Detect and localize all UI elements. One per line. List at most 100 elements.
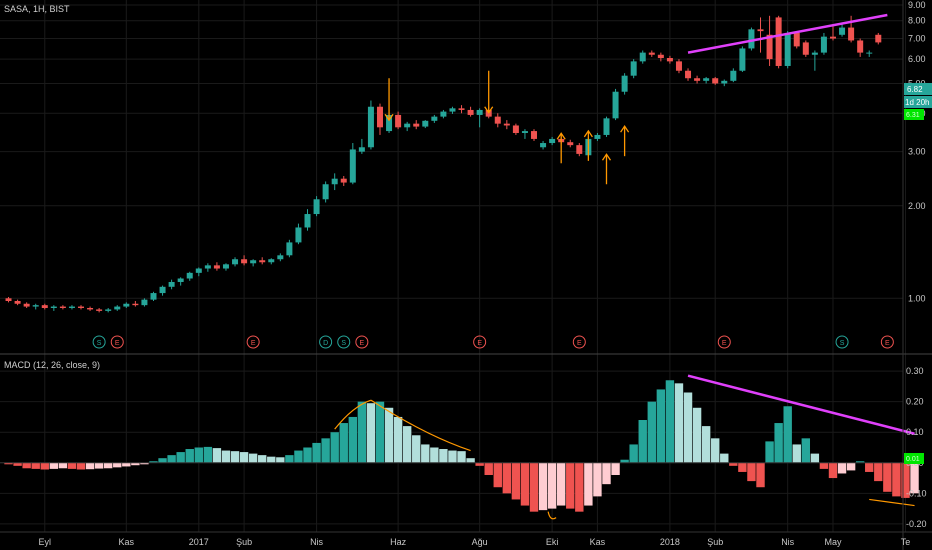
- candle-body: [594, 134, 601, 139]
- candle-body: [78, 306, 85, 308]
- candle-body: [250, 260, 257, 264]
- tail-line: [869, 498, 915, 507]
- candle-body: [14, 301, 21, 304]
- macd-last-bg: [904, 453, 924, 464]
- candle-body: [195, 268, 202, 273]
- macd-bar: [765, 441, 774, 463]
- candle-body: [241, 259, 248, 264]
- candle-body: [811, 52, 818, 55]
- macd-bar: [892, 462, 901, 497]
- split-marker-label: S: [341, 340, 346, 347]
- candle-body: [304, 214, 311, 228]
- candle-body: [68, 306, 75, 308]
- macd-bar: [194, 447, 203, 463]
- macd-bar: [810, 453, 820, 463]
- countdown-label: 1d 20h: [904, 96, 932, 108]
- candle-body: [168, 281, 175, 287]
- macd-bar: [221, 450, 231, 463]
- price-tick-label: 3.00: [908, 147, 926, 157]
- macd-bar: [85, 462, 95, 470]
- price-tick-label: 8.00: [908, 16, 926, 26]
- macd-bar: [312, 442, 321, 463]
- last-price-text: 6.82: [907, 85, 923, 94]
- candle-body: [703, 78, 710, 81]
- macd-tick-label: 0.10: [906, 427, 924, 437]
- candle-body: [376, 106, 383, 128]
- macd-bar: [738, 462, 747, 472]
- macd-bar: [366, 403, 376, 463]
- macd-bar: [883, 462, 892, 492]
- up-arrow-head: [601, 153, 612, 161]
- candle-body: [268, 259, 275, 263]
- macd-bar: [683, 392, 693, 463]
- candle-body: [503, 123, 510, 126]
- macd-tick-label: 0.30: [906, 366, 924, 376]
- macd-histogram: [0, 380, 919, 512]
- macd-bar: [67, 462, 77, 469]
- third-price-bg: [904, 109, 924, 120]
- price-tick-label: 6.00: [908, 54, 926, 64]
- time-tick-label: Nis: [310, 537, 323, 547]
- candle-body: [431, 116, 438, 121]
- macd-bar: [185, 449, 194, 463]
- hump-fall-curve: [370, 399, 471, 452]
- candle-body: [549, 138, 556, 144]
- candle-body: [232, 259, 239, 265]
- candle-body: [757, 29, 764, 32]
- macd-bar: [22, 462, 31, 469]
- macd-bar: [819, 462, 829, 469]
- time-axis-ticks: Eyl Kas 2017 Şub Nis Haz Ağu Eki Kas 2018 Şub Nis Ma…: [39, 537, 911, 547]
- earnings-marker-label: E: [477, 340, 482, 347]
- macd-tick-label: 0.20: [906, 397, 924, 407]
- candle-body: [422, 120, 429, 127]
- macd-bar: [339, 423, 348, 463]
- macd-bar: [76, 462, 86, 470]
- macd-bar: [475, 462, 484, 466]
- macd-bar: [674, 383, 684, 463]
- macd-bar: [239, 452, 249, 463]
- candle-body: [621, 75, 628, 92]
- candle-body: [59, 306, 66, 308]
- macd-bar: [4, 462, 13, 465]
- macd-bar: [874, 462, 883, 482]
- candle-body: [630, 61, 637, 76]
- candle-body: [639, 52, 646, 62]
- candle-body: [213, 265, 220, 269]
- macd-bar: [103, 462, 113, 469]
- macd-tick-label: -0.20: [906, 519, 927, 529]
- candle-body: [331, 178, 338, 185]
- macd-bar: [330, 432, 339, 463]
- macd-bar: [538, 462, 548, 511]
- macd-bar: [837, 462, 847, 474]
- macd-bar: [692, 407, 702, 463]
- hump-rise-curve: [334, 399, 372, 430]
- macd-bar: [529, 462, 539, 512]
- macd-bar: [910, 462, 919, 494]
- macd-bar: [792, 444, 801, 463]
- macd-bar: [457, 451, 466, 463]
- macd-bar: [58, 462, 68, 469]
- candle-body: [349, 149, 356, 183]
- macd-bar: [176, 452, 185, 463]
- candle-body: [576, 145, 583, 154]
- macd-bar: [711, 438, 720, 463]
- macd-bar: [901, 462, 910, 498]
- candle-body: [440, 111, 447, 117]
- candle-body: [358, 147, 365, 152]
- macd-bar: [756, 462, 765, 488]
- macd-bar: [276, 457, 285, 463]
- candle-body: [114, 306, 121, 310]
- macd-bar: [701, 426, 711, 463]
- macd-pane-title: MACD (12, 26, close, 9): [4, 360, 100, 370]
- price-tick-label: 1.00: [908, 293, 926, 303]
- candle-body: [32, 305, 39, 307]
- macd-bar: [493, 462, 502, 488]
- candle-body: [857, 40, 864, 53]
- macd-bar: [638, 420, 647, 463]
- candle-body: [648, 52, 655, 55]
- macd-bar: [593, 462, 602, 497]
- candle-body: [322, 184, 329, 200]
- macd-bar: [122, 462, 131, 467]
- macd-bar: [258, 455, 267, 463]
